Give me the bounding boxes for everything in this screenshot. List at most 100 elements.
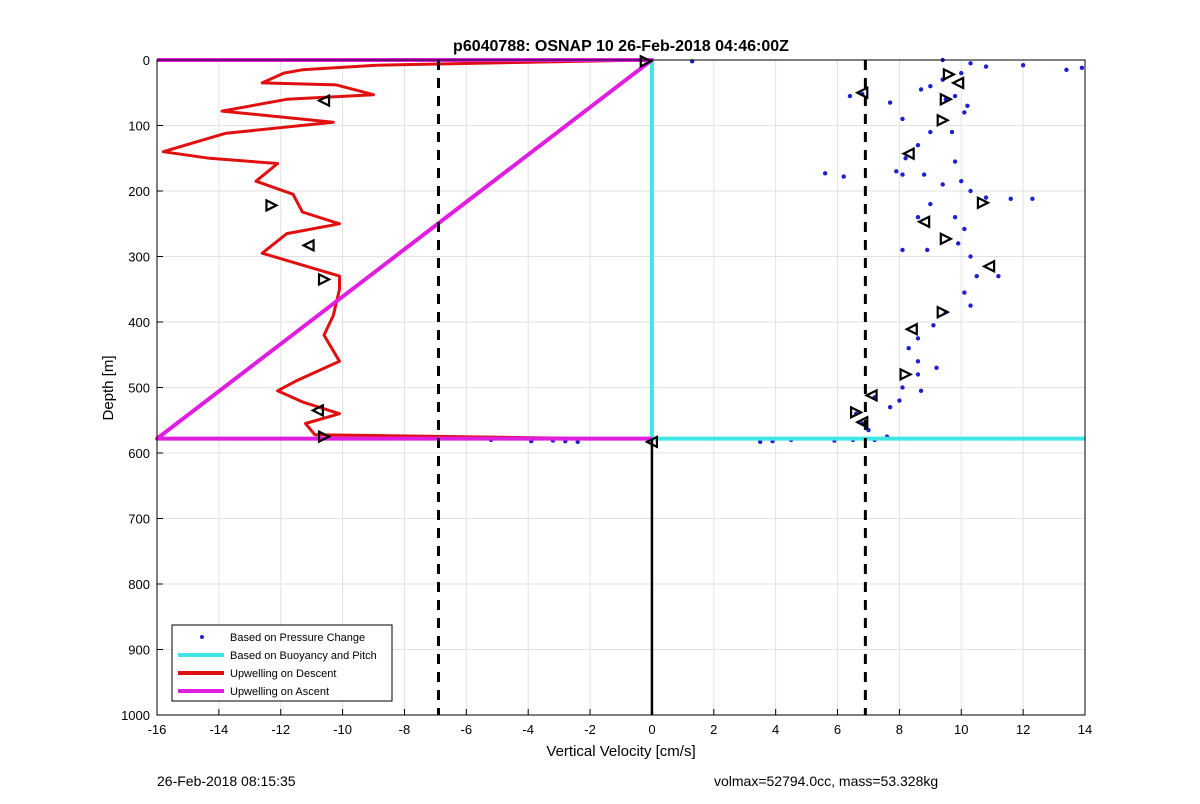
tick-labels: -16 -14 -12 -10 -8 -6 -4 -2 0 2 4 6 8 10 12 14 0 100 200 30… <box>121 53 1092 737</box>
pressure-change-point <box>968 188 973 194</box>
pressure-change-point <box>968 303 973 308</box>
y-tick-label: 300 <box>128 250 150 265</box>
pressure-change-point <box>906 346 911 351</box>
x-tick-label: -10 <box>333 722 352 737</box>
series-line <box>161 58 646 441</box>
y-tick-label: 700 <box>128 512 150 527</box>
triangle-marker <box>936 305 951 319</box>
triangle-marker <box>904 322 918 336</box>
pressure-change-point <box>887 404 893 410</box>
x-tick-label: -8 <box>399 722 411 737</box>
pressure-change-point <box>965 103 970 109</box>
footer-timestamp: 26-Feb-2018 08:15:35 <box>157 773 296 789</box>
legend-label: Based on Pressure Change <box>230 632 365 644</box>
pressure-change-point <box>758 439 763 445</box>
y-tick-label: 400 <box>128 315 150 330</box>
x-tick-label: 2 <box>710 722 717 737</box>
data-layer <box>155 54 1085 715</box>
pressure-change-point <box>928 84 933 89</box>
y-tick-label: 800 <box>128 577 150 592</box>
pressure-change-point <box>959 70 964 76</box>
pressure-change-point <box>962 290 967 295</box>
pressure-change-point <box>952 93 958 99</box>
pressure-change-point <box>996 273 1001 279</box>
x-tick-label: -4 <box>522 722 534 737</box>
pressure-change-point <box>900 385 905 390</box>
pressure-change-point <box>915 359 921 364</box>
pressure-change-point <box>962 226 967 232</box>
y-tick-label: 600 <box>128 446 150 461</box>
pressure-change-point <box>866 427 871 433</box>
pressure-change-point <box>900 247 905 253</box>
x-axis-label: Vertical Velocity [cm/s] <box>546 743 695 760</box>
pressure-change-point <box>952 215 958 220</box>
chart-legend: Based on Pressure Change Based on Buoyanc… <box>171 624 393 702</box>
triangle-marker <box>864 388 878 403</box>
triangle-marker <box>854 415 869 429</box>
triangle-marker <box>265 198 279 213</box>
y-tick-label: 0 <box>143 53 150 68</box>
pressure-change-point <box>959 178 964 184</box>
y-tick-label: 900 <box>128 643 150 658</box>
pressure-change-point <box>983 195 989 200</box>
pressure-change-point <box>918 388 924 393</box>
pressure-change-point <box>931 323 936 328</box>
pressure-change-point <box>968 254 973 259</box>
pressure-change-point <box>915 142 921 148</box>
legend-label: Upwelling on Descent <box>230 668 336 680</box>
triangle-marker <box>976 196 991 210</box>
triangle-marker <box>849 405 864 420</box>
pressure-change-point <box>1030 196 1035 202</box>
pressure-change-point <box>915 336 921 341</box>
legend-label: Upwelling on Ascent <box>230 686 329 698</box>
pressure-change-point <box>822 171 828 176</box>
legend-box <box>171 624 393 702</box>
pressure-change-point <box>921 172 927 177</box>
triangle-marker <box>916 215 931 229</box>
pressure-change-point <box>847 93 853 99</box>
grid-lines <box>156 59 1086 716</box>
pressure-change-point <box>925 247 930 253</box>
pressure-change-point <box>952 159 958 164</box>
pressure-change-point <box>918 87 924 92</box>
pressure-change-point <box>928 129 933 135</box>
triangle-marker <box>901 146 915 161</box>
pressure-change-point <box>900 116 905 122</box>
x-tick-label: 8 <box>896 722 903 737</box>
y-tick-label: 100 <box>128 119 150 134</box>
pressure-change-point <box>841 174 846 179</box>
x-tick-label: 14 <box>1078 722 1092 737</box>
triangle-marker <box>942 67 957 82</box>
footer-volmax-mass: volmax=52794.0cc, mass=53.328kg <box>714 773 939 789</box>
pressure-change-point <box>1008 196 1013 202</box>
triangle-marker <box>316 93 331 108</box>
x-tick-label: -16 <box>148 722 167 737</box>
legend-label: Based on Buoyancy and Pitch <box>230 650 377 662</box>
pressure-change-point <box>915 215 921 220</box>
pressure-change-point <box>934 365 939 371</box>
pressure-change-point <box>949 129 955 135</box>
pressure-change-point <box>575 439 580 445</box>
y-tick-label: 200 <box>128 184 150 199</box>
y-tick-label: 1000 <box>121 708 150 723</box>
x-tick-label: -14 <box>209 722 228 737</box>
pressure-change-point <box>900 172 905 177</box>
pressure-change-point <box>955 241 961 246</box>
x-tick-label: -12 <box>271 722 290 737</box>
x-tick-label: -2 <box>584 722 596 737</box>
pressure-change-point <box>1079 65 1085 71</box>
x-tick-label: 10 <box>954 722 968 737</box>
pressure-change-point <box>1064 67 1069 73</box>
pressure-change-point <box>940 182 945 187</box>
legend-dot-swatch <box>200 635 204 639</box>
y-axis-label: Depth [m] <box>100 355 117 420</box>
series-line <box>649 60 1085 441</box>
triangle-marker <box>981 259 996 274</box>
pressure-change-point <box>897 398 902 403</box>
pressure-change-point <box>915 372 921 377</box>
x-tick-label: -6 <box>461 722 473 737</box>
triangle-marker <box>310 403 324 418</box>
x-tick-label: 4 <box>772 722 779 737</box>
chart-title: p6040788: OSNAP 10 26-Feb-2018 04:46:00Z <box>453 38 789 55</box>
